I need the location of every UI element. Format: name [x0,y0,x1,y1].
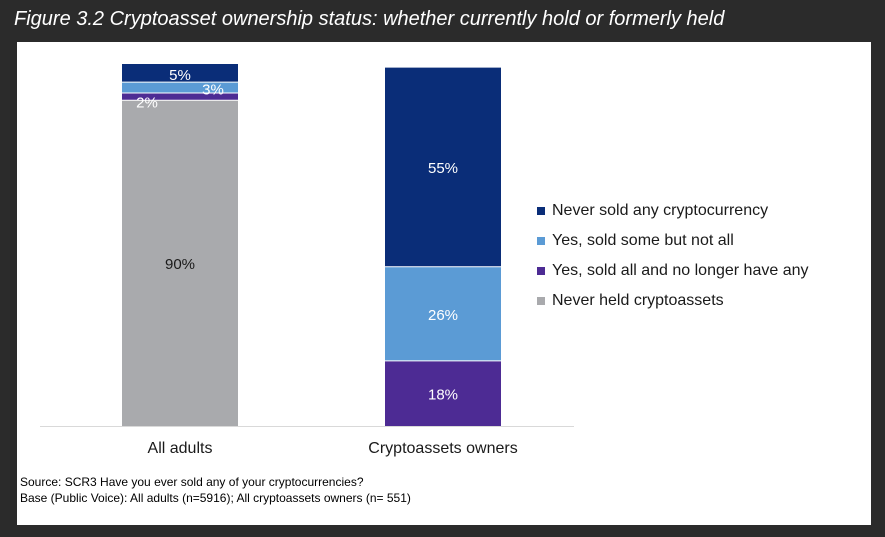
data-label: 90% [165,256,195,273]
legend-label: Yes, sold all and no longer have any [552,262,809,279]
legend-swatch [537,237,545,245]
legend-item: Never sold any cryptocurrency [537,196,808,226]
chart-panel: 90% 2% 3% 5% All adults 18% 26% 55% Cryptoassets… [17,42,871,525]
bar-segment [122,64,238,83]
base-line: Base (Public Voice): All adults (n=5916)… [20,491,411,505]
legend-swatch [537,207,545,215]
source-line: Source: SCR3 Have you ever sold any of y… [20,475,364,489]
source-note: Source: SCR3 Have you ever sold any of y… [20,474,411,506]
data-label: 3% [202,82,224,99]
legend-label: Never sold any cryptocurrency [552,202,769,219]
legend-label: Never held cryptoassets [552,292,724,309]
data-label: 18% [428,386,458,403]
data-label: 2% [136,95,158,112]
bar-segment [122,92,238,101]
bar-segment [385,266,501,361]
figure-title: Figure 3.2 Cryptoasset ownership status:… [14,8,725,30]
legend-item: Yes, sold some but not all [537,226,808,256]
legend-swatch [537,297,545,305]
legend-item: Never held cryptoassets [537,286,808,316]
bar-segment [122,82,238,93]
bar-segment [385,67,501,267]
stacked-bar-chart: 90% 2% 3% 5% All adults 18% 26% 55% Cryptoassets… [40,64,574,457]
bar-segment [122,100,238,426]
legend-label: Yes, sold some but not all [552,232,734,249]
legend-swatch [537,267,545,275]
chart-legend: Never sold any cryptocurrency Yes, sold s… [537,196,808,316]
data-label: 26% [428,307,458,324]
bar-segment [385,360,501,426]
x-tick-label: All adults [148,440,213,457]
legend-item: Yes, sold all and no longer have any [537,256,808,286]
data-label: 5% [169,67,191,84]
x-tick-label: Cryptoassets owners [368,440,517,457]
data-label: 55% [428,160,458,177]
